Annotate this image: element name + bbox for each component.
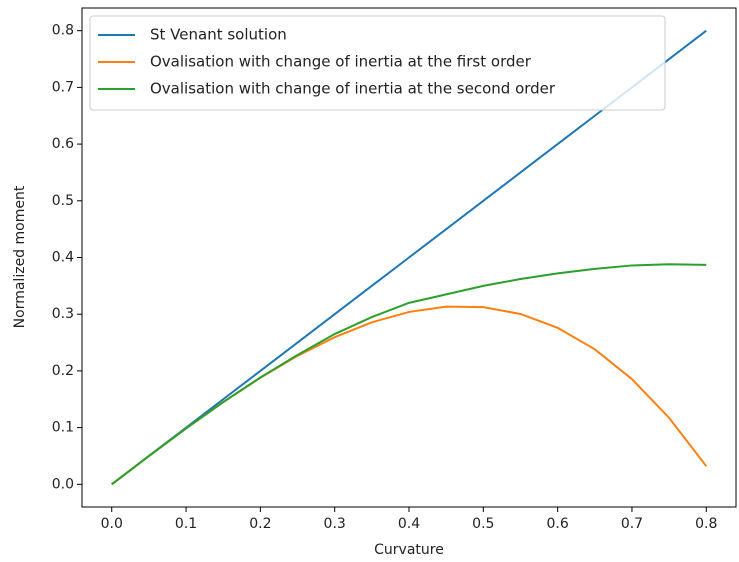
y-tick-label: 0.7 xyxy=(52,79,74,95)
legend-box xyxy=(89,15,666,111)
x-tick-label: 0.2 xyxy=(249,516,271,532)
y-tick-label: 0.3 xyxy=(52,306,74,322)
x-tick-label: 0.8 xyxy=(695,516,717,532)
legend-label: Ovalisation with change of inertia at th… xyxy=(150,80,556,98)
legend-label: Ovalisation with change of inertia at th… xyxy=(150,53,532,71)
y-tick-label: 0.2 xyxy=(52,363,74,379)
x-tick-label: 0.6 xyxy=(547,516,569,532)
series-line xyxy=(111,263,707,486)
y-tick-label: 0.8 xyxy=(52,23,74,39)
y-tick-label: 0.0 xyxy=(52,476,74,492)
y-tick-label: 0.6 xyxy=(52,136,74,152)
y-axis-label: Normalized moment xyxy=(12,185,28,328)
x-tick-label: 0.7 xyxy=(621,516,643,532)
y-tick-label: 0.1 xyxy=(52,420,74,436)
legend-label: St Venant solution xyxy=(150,26,287,44)
x-tick-label: 0.1 xyxy=(175,516,197,532)
x-tick-label: 0.4 xyxy=(398,516,420,532)
x-tick-label: 0.0 xyxy=(101,516,123,532)
y-tick-label: 0.4 xyxy=(52,250,74,266)
x-tick-label: 0.3 xyxy=(324,516,346,532)
y-tick-label: 0.5 xyxy=(52,193,74,209)
x-axis-label: Curvature xyxy=(374,542,444,558)
series-line xyxy=(111,305,708,486)
x-tick-label: 0.5 xyxy=(472,516,494,532)
